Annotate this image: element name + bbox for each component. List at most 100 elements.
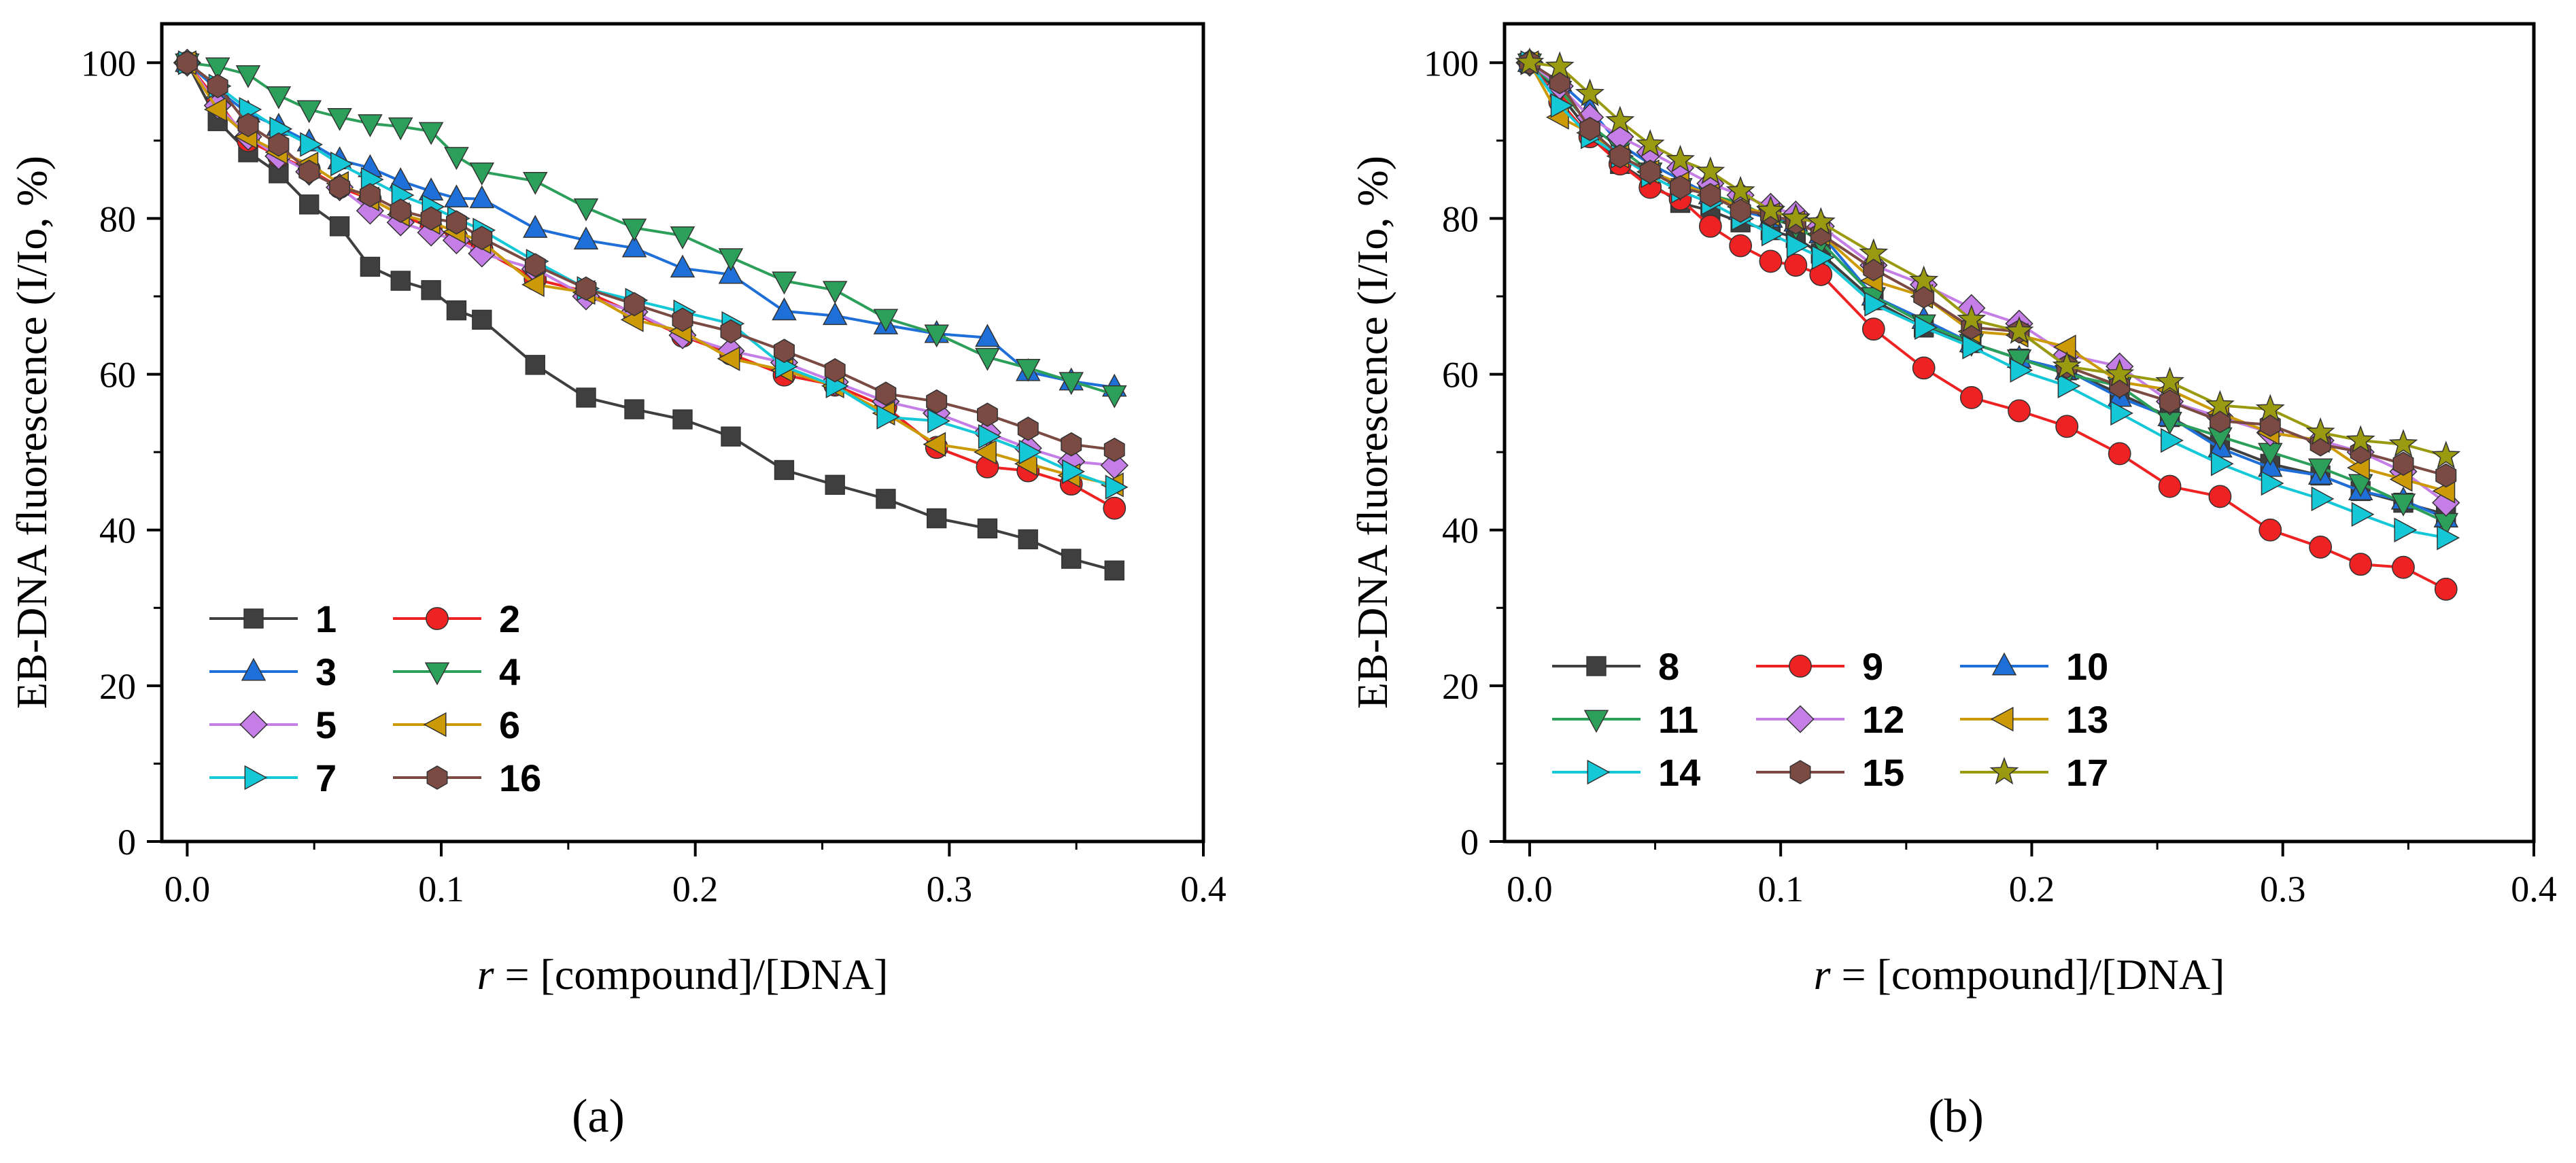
panel-a-series-4-point (205, 57, 230, 81)
panel-a-legend-entry-2: 2 (393, 597, 520, 640)
panel-a-series-4-point (327, 107, 352, 131)
panel-a-legend-entry-7: 7 (209, 757, 337, 799)
panel-b-series-14-point (2057, 373, 2081, 399)
panel-b-legend-swatch-marker (1789, 655, 1812, 678)
panel-b-series-9-point (2392, 555, 2415, 579)
panel-b-x-tick-label: 0.1 (1757, 869, 1804, 909)
panel-b-series-9-point (2259, 518, 2282, 542)
panel-b-series-10-line (1528, 61, 2447, 520)
panel-a-series-16-point (1061, 432, 1082, 457)
panel-b-series-17-point (1725, 175, 1755, 204)
panel-b-series-17-point (1957, 304, 1987, 332)
panel-b-y-tick-label: 100 (1424, 43, 1479, 84)
panel-b-legend-swatch-marker (1989, 757, 2019, 785)
panel-a-x-tick-label: 0.0 (165, 869, 211, 909)
panel-b-legend-label: 9 (1862, 645, 1883, 688)
panel-a-series-4-point (1015, 358, 1041, 382)
panel-b-series-14-point (2161, 428, 2184, 453)
panel-b-series-9-point (1759, 249, 1783, 273)
panel-a-legend-swatch-marker (241, 657, 267, 681)
panel-b-series-14-point (2311, 486, 2335, 512)
panel-a-series-4-point (822, 281, 848, 305)
panel-b-legend-label: 15 (1862, 751, 1904, 794)
panel-a-series-4-point (235, 65, 261, 88)
panel-a-legend-label: 16 (499, 757, 541, 799)
panel-a-series-1-point (329, 216, 350, 237)
panel-a-series-1-point (721, 426, 741, 447)
panel-a-series-4-point (772, 271, 797, 295)
panel-b-series-group (1515, 47, 2461, 601)
panel-b-series-17-point (2346, 425, 2375, 453)
panel-a-series-6-point (974, 439, 997, 465)
panel-a-series-16-point (359, 183, 381, 207)
panel-a-series-16-point (237, 113, 259, 137)
panel-b-legend-entry-17: 17 (1960, 751, 2108, 794)
panel-a-series-1-point (1104, 560, 1124, 580)
panel-b-legend-label: 10 (2066, 645, 2108, 688)
panel-b-x-tick-label: 0.3 (2260, 869, 2306, 909)
panel-a-y-tick-label: 0 (118, 822, 136, 863)
panel-b-series-15-point (1730, 198, 1751, 223)
panel-b-series-17-point (1696, 156, 1725, 184)
panel-a-series-1-line (186, 62, 1115, 572)
panel-a-series-6-line (186, 62, 1115, 487)
panel-a-series-16-point (1017, 416, 1039, 441)
panel-b-series-14-point (1761, 222, 1785, 247)
panel-a-series-7-point (1062, 459, 1085, 485)
panel-b-series-14-point (2437, 525, 2460, 551)
panel-b-series-9-point (2108, 442, 2131, 466)
panel-a-series-1-point (446, 300, 467, 321)
panel-a-x-tick-label: 0.3 (927, 869, 973, 909)
panel-b-legend-entry-10: 10 (1960, 645, 2108, 688)
panel-b-series-11-line (1528, 61, 2447, 524)
panel-a-series-1-point (390, 271, 411, 291)
panel-a-series-3-point (670, 254, 695, 278)
panel-a-series-4-point (296, 100, 322, 124)
panel-a-legend-swatch-marker (423, 712, 447, 737)
panel-a-series-7-point (330, 151, 354, 177)
panel-a-series-4-point (266, 86, 292, 109)
panel-a-y-tick-label: 40 (99, 510, 136, 551)
panel-a-series-4-point (523, 171, 548, 195)
panel-a-series-16 (176, 50, 1125, 462)
panel-b-series-17-point (1806, 207, 1836, 235)
panel-a-series-1-point (825, 474, 845, 495)
panel-a-series-3-point (822, 302, 848, 326)
panel-a-series-3-point (573, 226, 599, 250)
panel-a-series-1-point (926, 508, 947, 529)
panel-a-series-7 (177, 50, 1129, 500)
panel-a-y-tick-label: 100 (81, 43, 136, 84)
panel-a-series-2-line (186, 62, 1116, 510)
panel-b-series-9-point (1784, 254, 1808, 277)
panel-b-series-14-point (2261, 470, 2284, 496)
panel-a-series-7-line (186, 61, 1115, 489)
panel-a-legend-swatch-marker (243, 608, 264, 629)
panel-b-series-17-point (2105, 359, 2135, 387)
panel-b-series-14-point (2110, 400, 2133, 426)
panel-b-series-14-point (2351, 502, 2375, 527)
panel-a-label: (a) (572, 1090, 625, 1143)
panel-b-series-15-point (1700, 183, 1721, 207)
panel-a-legend-label: 2 (499, 597, 520, 640)
panel-a-legend-entry-4: 4 (393, 650, 520, 693)
panel-a-x-tick-label: 0.4 (1180, 869, 1226, 909)
panel-a-legend-swatch-marker (239, 710, 268, 739)
panel-a-series-7-point (927, 409, 950, 434)
panel-b-series-17-point (1666, 144, 1695, 173)
panel-b-x-tick-label: 0.2 (2009, 869, 2055, 909)
panel-b-series-14-point (1811, 245, 1835, 270)
panel-a-series-16-point (524, 253, 546, 278)
panel-a-x-axis-variable: r (477, 950, 495, 999)
panel-a-series-1-point (576, 387, 596, 408)
panel-a-series-3-point (975, 324, 1000, 347)
panel-b-series-9-point (2349, 553, 2373, 576)
panel-a-series-16-point (420, 206, 442, 231)
panel-b-legend-label: 13 (2066, 698, 2108, 741)
panel-b-legend-label: 11 (1658, 698, 1698, 741)
panel-a-series-16-point (672, 307, 693, 332)
panel-a-series-1-point (269, 163, 289, 184)
panel-a-series-16-point (575, 276, 597, 301)
panel-a-legend-swatch-marker (426, 765, 448, 790)
panel-a-series-16-point (445, 210, 467, 235)
panel-b-series-15-point (1609, 143, 1631, 169)
